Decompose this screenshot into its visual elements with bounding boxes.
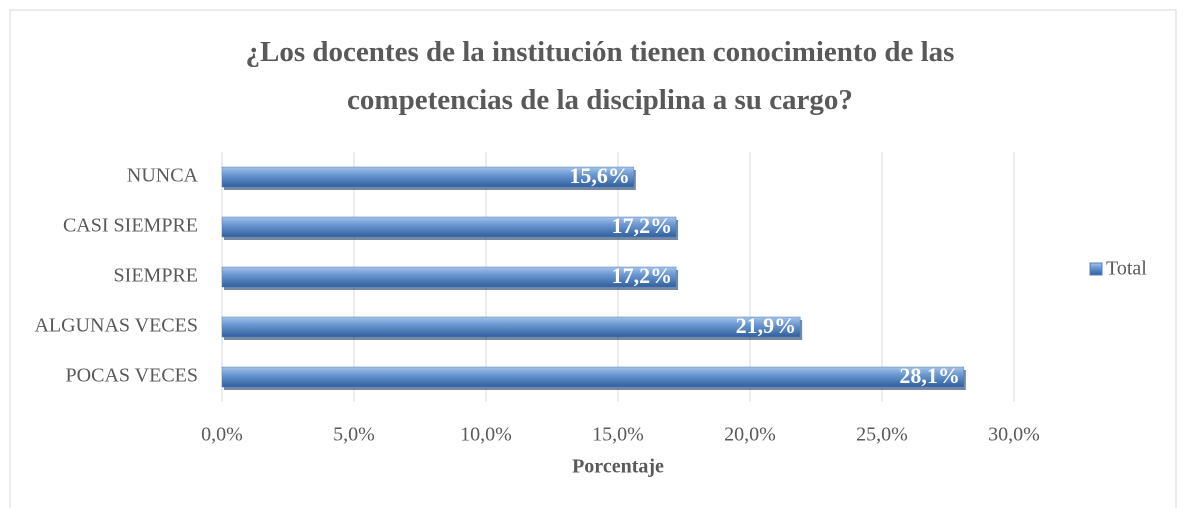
bar [221,216,677,238]
x-tick-label: 30,0% [988,424,1040,446]
chart-frame [9,9,1177,508]
x-tick-label: 10,0% [460,424,512,446]
y-tick-label: ALGUNAS VECES [34,315,198,337]
bar [221,316,801,338]
bar [221,166,635,188]
x-axis-label: Porcentaje [572,456,664,478]
x-tick-label: 20,0% [724,424,776,446]
y-tick-label: CASI SIEMPRE [63,215,198,237]
data-label: 17,2% [612,263,673,288]
x-tick-label: 25,0% [856,424,908,446]
chart-title: ¿Los docentes de la institución tienen c… [245,36,955,116]
legend-label: Total [1106,258,1147,280]
data-label: 15,6% [569,163,630,188]
bar [221,366,965,388]
y-tick-label: SIEMPRE [114,265,198,287]
x-tick-label: 5,0% [333,424,375,446]
data-label: 17,2% [612,213,673,238]
y-tick-label: POCAS VECES [66,365,198,387]
x-tick-label: 0,0% [201,424,243,446]
x-tick-label: 15,0% [592,424,644,446]
data-label: 28,1% [899,363,960,388]
y-tick-label: NUNCA [127,165,199,187]
legend-swatch [1089,262,1103,276]
data-label: 21,9% [736,313,797,338]
bar [221,266,677,288]
